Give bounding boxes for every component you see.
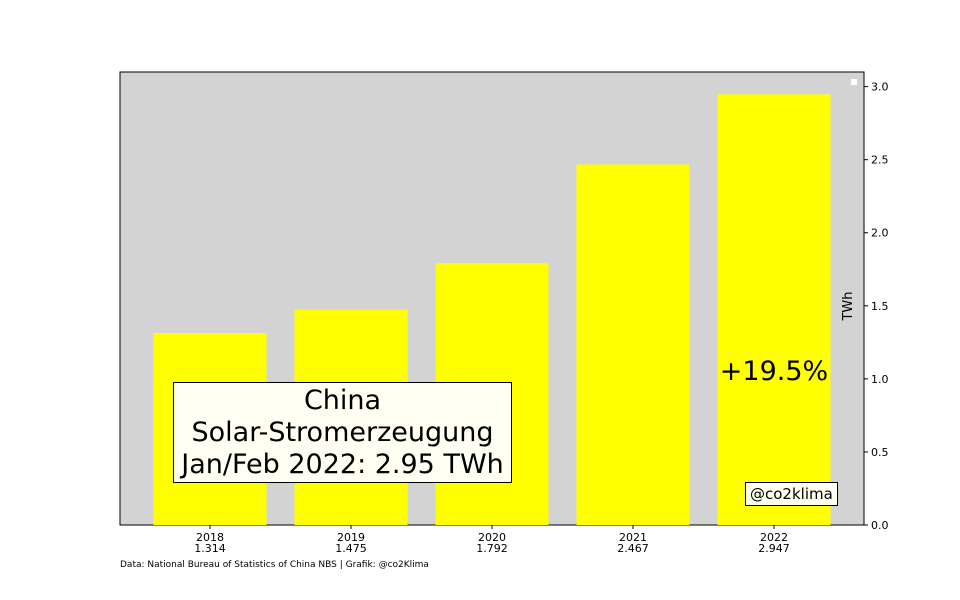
source-footer: Data: National Bureau of Statistics of C… — [120, 560, 429, 570]
change-annotation: +19.5% — [719, 356, 829, 387]
y-tick-label: 2.0 — [871, 227, 889, 240]
y-axis-title: TWh — [841, 291, 856, 321]
y-axis: 0.0 0.5 1.0 1.5 2.0 2.5 3.0 — [864, 81, 889, 532]
x-tick-label-value: 2.947 — [758, 542, 790, 555]
handle-annotation: @co2klima — [745, 482, 838, 506]
title-line-period: Jan/Feb 2022: 2.95 TWh — [181, 449, 504, 480]
legend-marker — [851, 79, 857, 85]
title-line-country: China — [303, 385, 382, 416]
x-tick-label-value: 1.792 — [476, 542, 508, 555]
y-tick-label: 0.5 — [871, 446, 889, 459]
x-tick-label-year: 2018 — [196, 531, 224, 544]
x-tick-label-year: 2020 — [478, 531, 506, 544]
y-tick-label: 1.0 — [871, 373, 889, 386]
x-tick-label-value: 1.475 — [335, 542, 367, 555]
title-line-subject: Solar-Stromerzeugung — [191, 417, 494, 448]
y-tick-label: 3.0 — [871, 81, 889, 94]
bar-2021 — [576, 164, 690, 525]
title-annotation-box: China Solar-Stromerzeugung Jan/Feb 2022:… — [173, 382, 512, 483]
y-tick-label: 0.0 — [871, 519, 889, 532]
bar-2022 — [717, 94, 831, 526]
x-tick-label-year: 2022 — [760, 531, 788, 544]
y-tick-label: 2.5 — [871, 154, 889, 167]
x-tick-label-value: 1.314 — [194, 542, 226, 555]
y-tick-label: 1.5 — [871, 300, 889, 313]
x-tick-label-value: 2.467 — [617, 542, 649, 555]
x-tick-label-year: 2019 — [337, 531, 365, 544]
x-tick-label-year: 2021 — [619, 531, 647, 544]
